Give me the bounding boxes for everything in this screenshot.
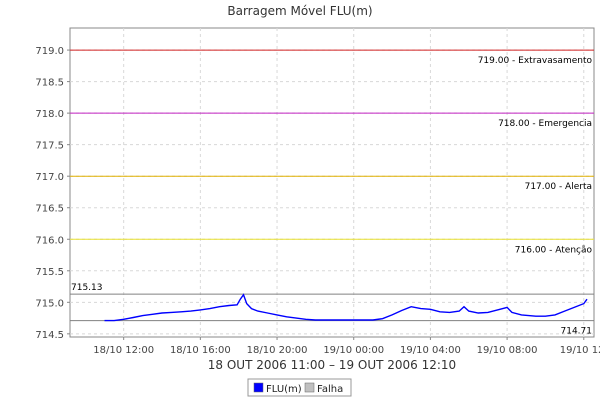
series-group bbox=[104, 293, 588, 322]
y-tick-label: 719.0 bbox=[35, 46, 64, 57]
x-tick-label: 19/10 12: bbox=[560, 345, 600, 356]
legend-label: Falha bbox=[317, 384, 343, 395]
legend: FLU(m) Falha bbox=[253, 382, 343, 395]
x-tick-label: 19/10 08:00 bbox=[477, 345, 538, 356]
chart-title: Barragem Móvel FLU(m) bbox=[227, 4, 372, 18]
y-tick-label: 717.0 bbox=[35, 172, 64, 183]
y-tick-label: 718.0 bbox=[35, 109, 64, 120]
x-tick-label: 19/10 04:00 bbox=[400, 345, 461, 356]
x-tick-label: 18/10 12:00 bbox=[93, 345, 154, 356]
legend-box bbox=[247, 378, 352, 397]
threshold-label: 716.00 - Atenção bbox=[515, 245, 593, 255]
marker-label: 715.13 bbox=[71, 283, 103, 293]
series-line-flu bbox=[104, 293, 588, 322]
y-tick-label: 715.5 bbox=[35, 267, 64, 278]
legend-swatch bbox=[304, 382, 315, 393]
plot-area bbox=[69, 27, 595, 338]
legend-swatch bbox=[253, 382, 264, 393]
x-tick-label: 19/10 00:00 bbox=[323, 345, 384, 356]
x-axis-label: 18 OUT 2006 11:00 – 19 OUT 2006 12:10 bbox=[208, 358, 456, 372]
grid bbox=[67, 28, 594, 340]
threshold-label: 719.00 - Extravasamento bbox=[478, 56, 593, 66]
x-tick-label: 18/10 16:00 bbox=[170, 345, 231, 356]
threshold-label: 717.00 - Alerta bbox=[525, 182, 592, 192]
x-axis-tick-labels: 18/10 12:00 18/10 16:00 18/10 20:00 19/10 0… bbox=[93, 345, 600, 356]
marker-label: 714.71 bbox=[561, 327, 593, 337]
x-tick-label: 18/10 20:00 bbox=[247, 345, 308, 356]
y-tick-label: 715.0 bbox=[35, 298, 64, 309]
y-tick-label: 718.5 bbox=[35, 78, 64, 89]
legend-label: FLU(m) bbox=[266, 384, 302, 395]
threshold-label: 718.00 - Emergencia bbox=[498, 119, 592, 129]
y-tick-label: 716.5 bbox=[35, 204, 64, 215]
threshold-lines: 719.00 - Extravasamento 718.00 - Emergenc… bbox=[70, 49, 594, 255]
y-tick-label: 714.5 bbox=[35, 330, 64, 341]
y-axis-tick-labels: 714.5 715.0 715.5 716.0 716.5 717.0 717.5 718.0… bbox=[35, 46, 64, 341]
y-tick-label: 717.5 bbox=[35, 141, 64, 152]
y-tick-label: 716.0 bbox=[35, 235, 64, 246]
